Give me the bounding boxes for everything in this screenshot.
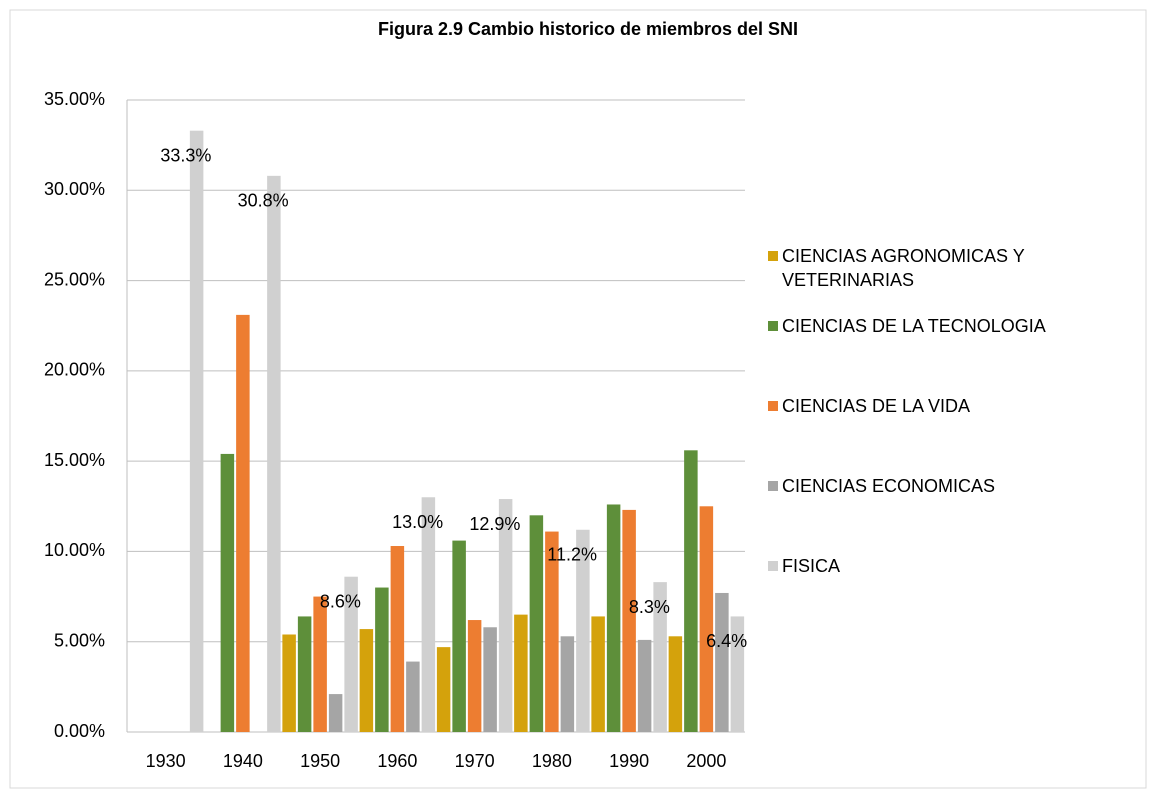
bar [576,529,590,732]
y-tick-label: 25.00% [44,269,105,289]
data-label: 6.4% [706,631,747,651]
x-tick-label: 2000 [686,751,726,771]
legend-swatch [768,251,778,261]
data-label: 30.8% [238,191,289,211]
chart-title: Figura 2.9 Cambio historico de miembros … [378,19,798,39]
x-tick-label: 1960 [377,751,417,771]
bar [730,616,745,732]
y-tick-label: 0.00% [54,721,105,741]
bar [359,629,374,732]
legend: CIENCIAS AGRONOMICAS Y VETERINARIAS CIENC… [768,244,1143,634]
bar [591,616,605,732]
x-tick-label: 1940 [223,751,263,771]
legend-swatch [768,561,778,571]
bar [390,546,405,732]
bar [684,450,698,732]
bar [529,515,544,732]
bar [436,647,451,732]
y-tick-label: 10.00% [44,540,105,560]
legend-item: CIENCIAS DE LA VIDA [768,394,1143,418]
legend-item: CIENCIAS DE LA TECNOLOGIA [768,314,1143,338]
x-tick-label: 1970 [455,751,495,771]
bar [236,314,250,732]
y-tick-label: 35.00% [44,89,105,109]
legend-swatch [768,401,778,411]
bar [282,634,296,732]
legend-label: FISICA [782,556,841,576]
y-tick-label: 15.00% [44,450,105,470]
bar [421,497,436,732]
data-label: 8.6% [320,591,361,611]
legend-swatch [768,321,778,331]
legend-item: FISICA [768,554,1143,578]
bar [406,661,420,732]
bar [653,582,667,732]
bar [220,453,235,732]
bar [637,639,652,732]
bar [467,620,482,732]
bar [483,627,497,732]
bar [622,509,636,732]
bar [715,592,729,732]
bar [560,636,575,732]
bar [267,175,281,733]
legend-label: CIENCIAS DE LA TECNOLOGIA [782,316,1046,336]
legend-item: CIENCIAS AGRONOMICAS Y VETERINARIAS [768,244,1143,292]
x-tick-label: 1930 [146,751,186,771]
data-label: 13.0% [392,512,443,532]
x-tick-label: 1950 [300,751,340,771]
bar [344,576,358,732]
data-label: 12.9% [469,514,520,534]
bar [699,506,714,732]
bar [498,499,513,732]
data-label: 11.2% [547,545,597,565]
legend-item: CIENCIAS ECONOMICAS [768,474,1143,498]
bar [668,636,683,732]
bar [606,504,621,732]
bar [514,614,528,732]
bar [375,587,389,732]
data-label: 33.3% [160,145,211,165]
data-label: 8.3% [629,597,670,617]
bar [297,616,312,732]
bar [328,694,343,732]
y-tick-label: 30.00% [44,179,105,199]
y-tick-label: 5.00% [54,630,105,650]
x-tick-label: 1980 [532,751,572,771]
bar [313,596,327,732]
chart-border [9,9,1147,789]
legend-label: CIENCIAS ECONOMICAS [782,476,996,496]
bar [452,540,466,732]
legend-label: CIENCIAS DE LA VIDA [782,396,971,416]
bar [189,130,204,732]
legend-swatch [768,481,778,491]
y-tick-label: 20.00% [44,360,105,380]
bar [545,531,559,732]
x-tick-label: 1990 [609,751,649,771]
legend-label: CIENCIAS AGRONOMICAS Y VETERINARIAS [782,246,1025,290]
